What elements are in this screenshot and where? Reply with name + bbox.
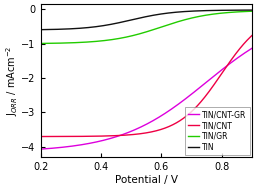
TIN/CNT	[39, 135, 42, 138]
TIN/GR	[77, 41, 80, 44]
TIN/GR	[250, 10, 253, 12]
TIN	[77, 27, 80, 29]
TIN	[39, 29, 42, 31]
TIN/CNT-GR	[164, 112, 167, 115]
Y-axis label: J$_{ORR}$ / mAcm$^{-2}$: J$_{ORR}$ / mAcm$^{-2}$	[4, 45, 20, 116]
TIN/CNT-GR	[250, 47, 253, 50]
TIN	[180, 11, 183, 13]
TIN/CNT	[93, 135, 97, 137]
Line: TIN/GR: TIN/GR	[41, 11, 252, 43]
X-axis label: Potential / V: Potential / V	[115, 175, 178, 185]
TIN/CNT-GR	[39, 148, 42, 150]
TIN/CNT-GR	[77, 144, 80, 146]
TIN/CNT	[198, 102, 201, 104]
Line: TIN: TIN	[41, 10, 252, 30]
TIN/CNT-GR	[180, 101, 183, 103]
TIN/CNT	[180, 119, 183, 121]
TIN/GR	[198, 15, 201, 17]
TIN/CNT-GR	[198, 87, 201, 89]
TIN	[164, 12, 167, 15]
TIN	[93, 26, 97, 28]
TIN/CNT-GR	[135, 128, 138, 130]
TIN/CNT	[135, 133, 138, 135]
Legend: TIN/CNT-GR, TIN/CNT, TIN/GR, TIN: TIN/CNT-GR, TIN/CNT, TIN/GR, TIN	[185, 107, 250, 155]
Line: TIN/CNT-GR: TIN/CNT-GR	[41, 48, 252, 149]
TIN/GR	[93, 40, 97, 43]
TIN/GR	[135, 34, 138, 36]
TIN/CNT	[250, 34, 253, 37]
TIN/GR	[164, 25, 167, 27]
TIN/CNT	[77, 135, 80, 138]
TIN/CNT-GR	[93, 141, 97, 143]
Line: TIN/CNT: TIN/CNT	[41, 36, 252, 136]
TIN/GR	[39, 42, 42, 45]
TIN	[250, 9, 253, 11]
TIN	[135, 18, 138, 20]
TIN/CNT	[164, 127, 167, 129]
TIN	[198, 10, 201, 12]
TIN/GR	[180, 19, 183, 22]
